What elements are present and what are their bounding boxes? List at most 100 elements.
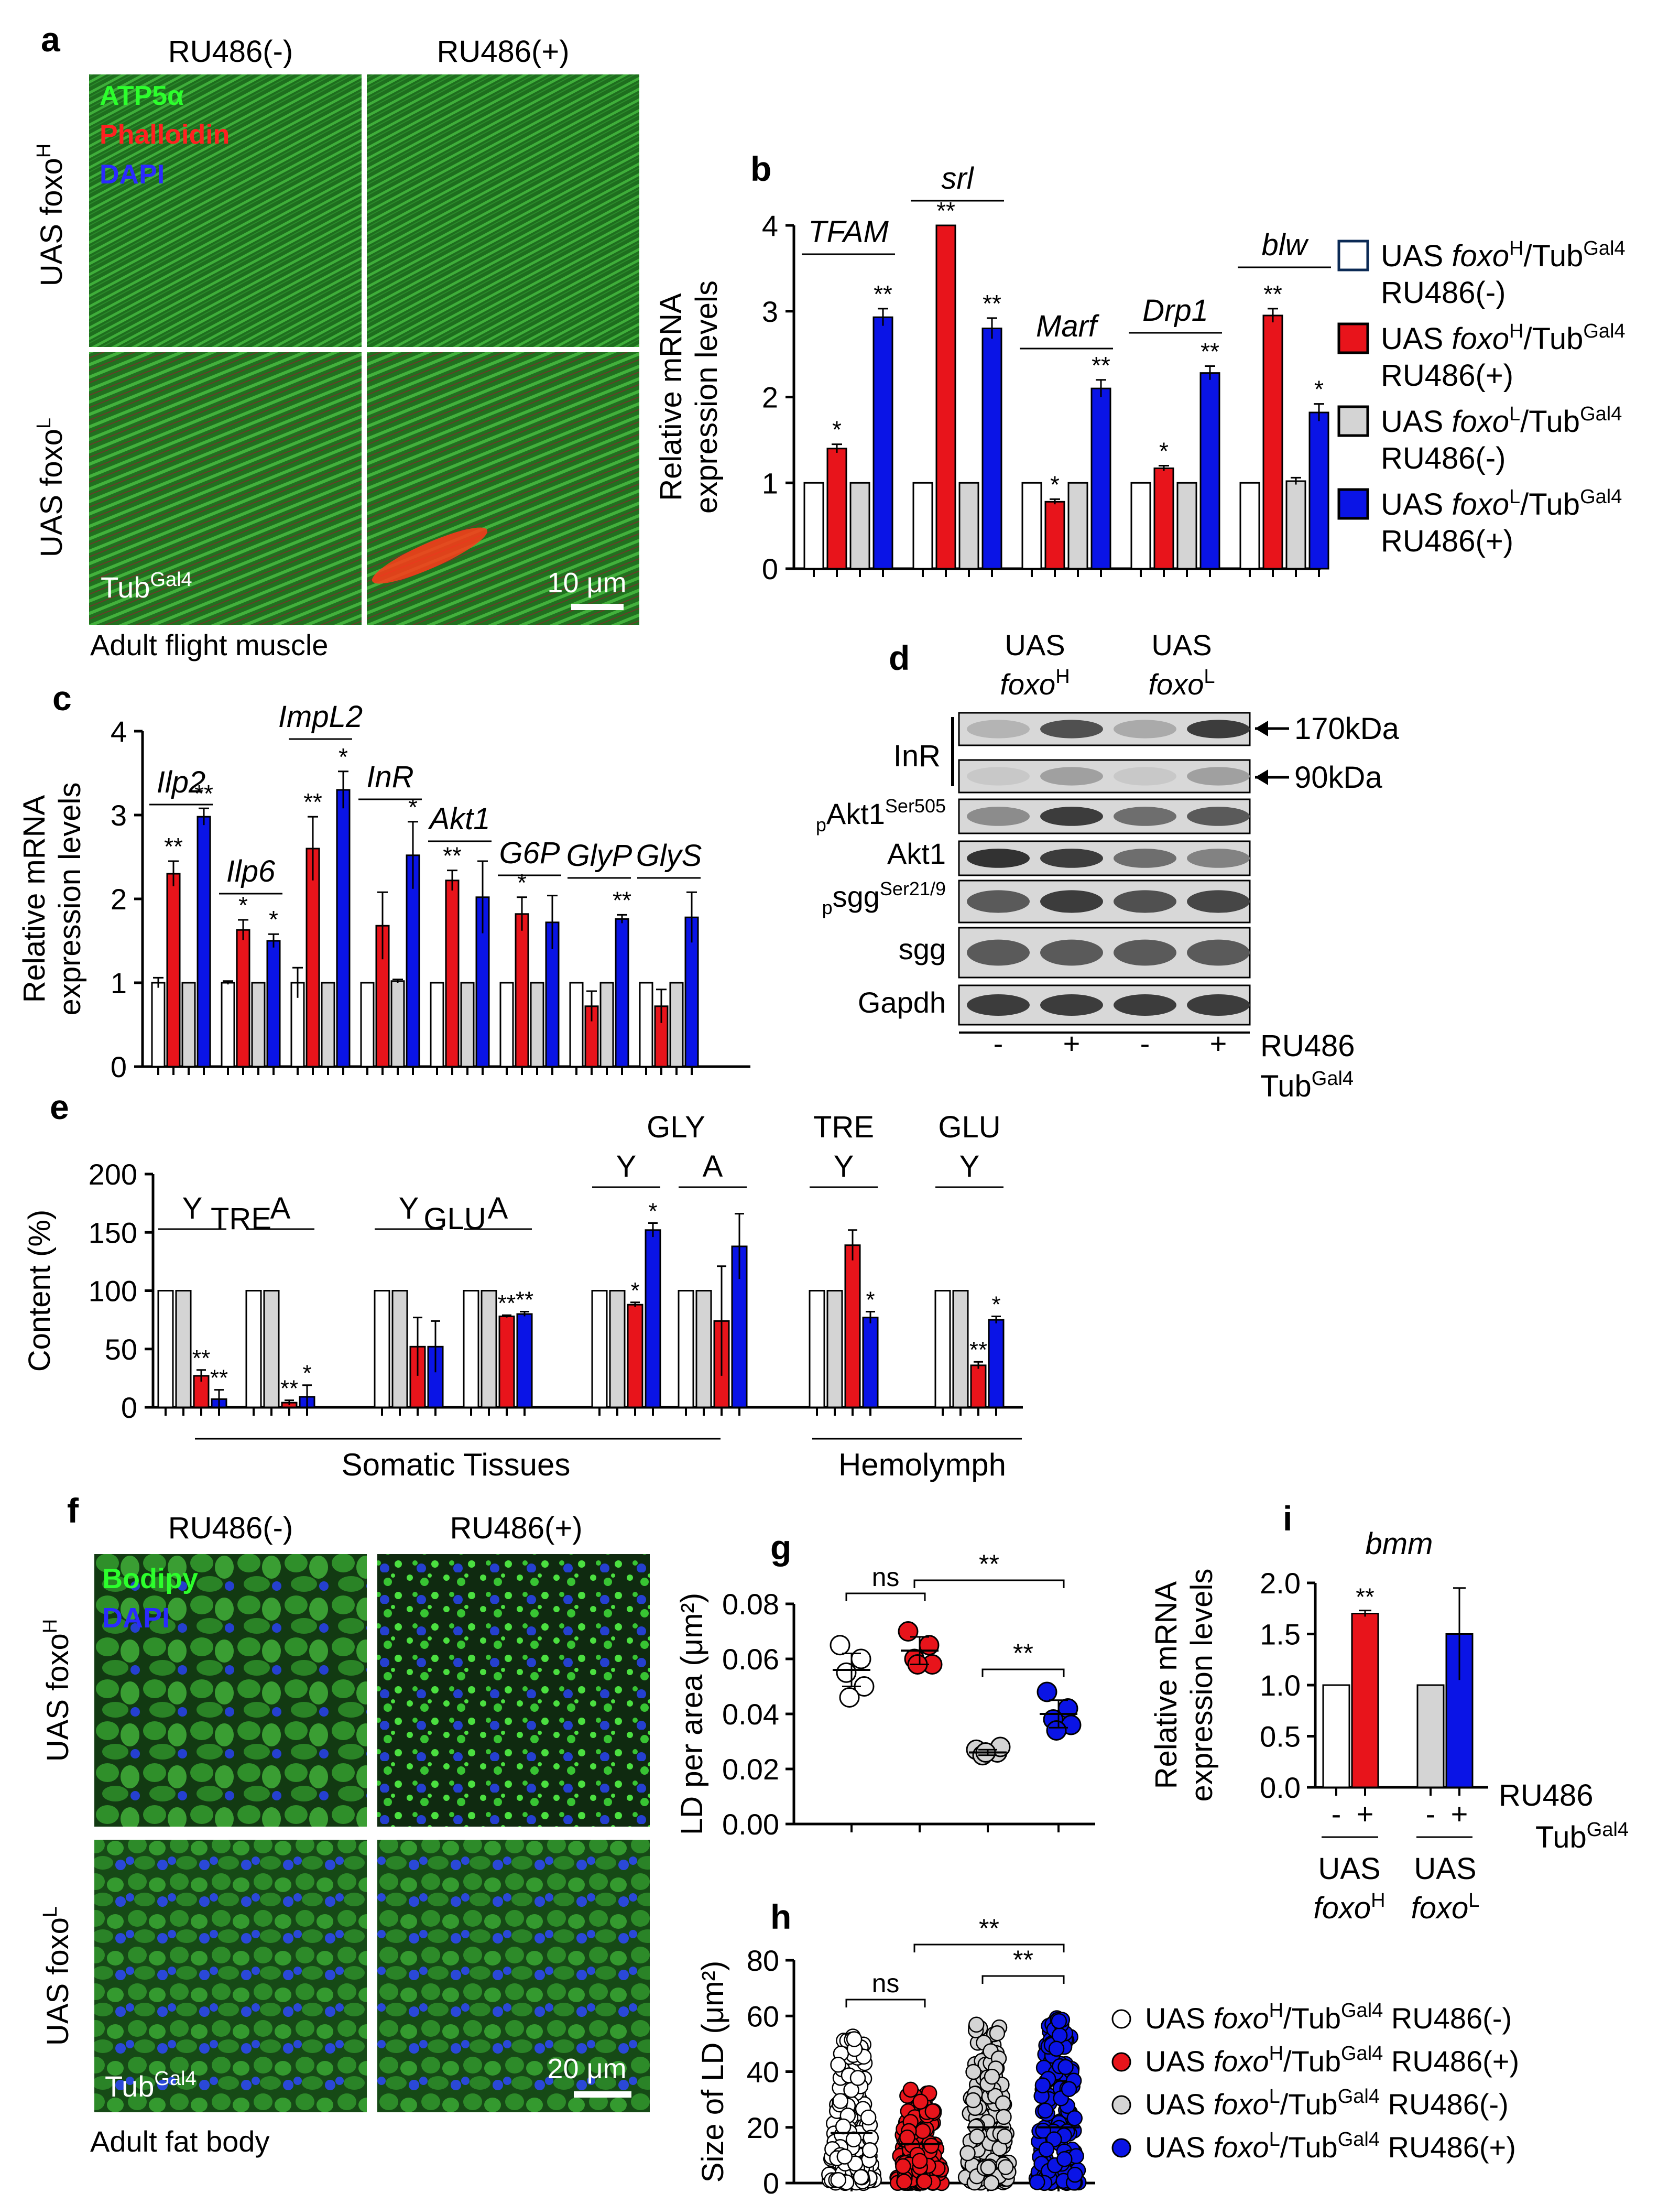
chart-c-bar-0-3: [197, 816, 211, 1068]
chart-h-point-3-137: [1038, 2141, 1055, 2158]
chart-e-bar-2-1: [391, 1290, 408, 1408]
chart-h-point-2-137: [984, 2068, 1000, 2085]
panel-letter-e: e: [50, 1088, 69, 1126]
d-band-1-0: [967, 767, 1030, 786]
f-scale-label: 20 μm: [547, 2053, 626, 2084]
d-label-sgg: sgg: [899, 932, 946, 965]
chart-e-bar-6-1: [826, 1290, 843, 1408]
chart-c-gene-0: Ilp2: [157, 765, 206, 799]
chart-e-y-tick-0: 0: [121, 1391, 137, 1424]
chart-h-point-3-128: [1037, 2102, 1054, 2119]
chart-b-bar-0-2: [849, 482, 870, 570]
legend-h-label-2: UAS foxoL/TubGal4 RU486(-): [1145, 2086, 1509, 2121]
chart-g-y-tick-2: 0.04: [722, 1698, 779, 1731]
d-label-inr: InR: [893, 739, 941, 773]
chart-h-point-1-136: [924, 2103, 941, 2120]
chart-e-sig-0-2: **: [192, 1345, 210, 1371]
chart-e-stage-0: Y: [182, 1191, 203, 1225]
chart-i-y-tick-2: 1.0: [1260, 1669, 1301, 1702]
chart-e-sig-7-3: *: [991, 1291, 1000, 1317]
chart-c-bar-6-0: [569, 982, 584, 1068]
chart-c-bar-1-0: [221, 982, 235, 1068]
f-scale-bar: [574, 2091, 631, 2098]
d-band-6-1: [1040, 994, 1103, 1016]
chart-c-bar-5-2: [530, 982, 544, 1068]
chart-b-bar-2-0: [1021, 482, 1042, 570]
chart-b-gene-0: TFAM: [808, 215, 889, 249]
chart-b-sig-0-3: **: [874, 280, 892, 308]
chart-i-tub: TubGal4: [1535, 1819, 1629, 1854]
d-band-0-1: [1040, 720, 1103, 739]
f-col-minus: RU486(-): [168, 1511, 293, 1545]
chart-h-point-2-134: [997, 2128, 1013, 2145]
chart-g-point-0-2: [836, 1662, 857, 1683]
d-lane-2: +: [1063, 1027, 1081, 1060]
chart-e-top-4: GLY: [647, 1110, 705, 1144]
panel-f: RU486(-) RU486(+) Bodipy DAPI UAS foxoH …: [39, 1511, 650, 2158]
chart-e-top-0: TRE: [211, 1202, 271, 1236]
chart-b-gene-2: Marf: [1036, 309, 1100, 343]
chart-i-y-tick-1: 0.5: [1260, 1720, 1301, 1753]
chart-e-bar-7-2: [970, 1364, 987, 1408]
a-caption: Adult flight muscle: [90, 628, 328, 661]
panel-letter-i: i: [1283, 1499, 1292, 1538]
chart-c-sig-1-1: *: [238, 892, 248, 919]
chart-h-point-0-122: [835, 2118, 852, 2135]
chart-e-bar-3-0: [463, 1290, 479, 1408]
d-label-pakt: pAkt1Ser505: [816, 795, 946, 835]
chart-b-bar-0-1: [826, 448, 847, 570]
chart-e-sig-1-2: **: [280, 1376, 298, 1402]
chart-h-point-0-131: [860, 2109, 877, 2126]
chart-g-ylabel: LD per area (μm²): [675, 1593, 709, 1835]
chart-h-point-0-99: [832, 2093, 848, 2109]
d-band-5-2: [1114, 939, 1176, 966]
chart-i: bmm 0.0 0.5 1.0 1.5 2.0 Relative mRNA expressio…: [1149, 1527, 1629, 1925]
chart-c-bar-2-1: [306, 848, 320, 1068]
chart-g-point-1-0: [898, 1621, 919, 1642]
chart-c-gene-7: GlyS: [636, 839, 702, 873]
a-tub-label: TubGal4: [101, 569, 192, 604]
chart-h-y-tick-1: 20: [747, 2111, 779, 2144]
chart-h-point-0-137: [853, 2169, 869, 2185]
chart-e-ylabel: Content (%): [23, 1210, 57, 1372]
chart-h-bracket-1: **: [979, 1914, 999, 1943]
chart-h-point-2-117: [989, 2025, 1006, 2042]
f-row-label-H: UAS foxoH: [39, 1619, 75, 1762]
chart-e-bar-5-0: [678, 1290, 694, 1408]
d-band-4-1: [1040, 890, 1103, 913]
chart-b-bar-2-1: [1044, 501, 1065, 570]
d-label-gapdh: Gapdh: [858, 986, 946, 1019]
chart-b-ylabel-0: Relative mRNA: [654, 293, 688, 501]
chart-c-sig-0-3: **: [194, 780, 213, 807]
d-band-3-1: [1040, 849, 1103, 868]
chart-h-point-3-132: [1067, 2166, 1083, 2183]
d-band-6-0: [967, 994, 1030, 1016]
f-tub-label: TubGal4: [105, 2068, 197, 2103]
chart-c-bar-2-3: [336, 789, 351, 1068]
a-col-minus: RU486(-): [168, 35, 293, 69]
chart-c-y-tick-3: 3: [111, 799, 127, 832]
chart-e-bar-6-2: [844, 1244, 861, 1408]
legend-b-label-3: UAS foxoL/TubGal4: [1381, 486, 1622, 522]
d-band-3-2: [1114, 849, 1176, 868]
d-lane-4: +: [1210, 1027, 1227, 1060]
chart-b-bar-3-2: [1176, 482, 1197, 570]
f-image-L-plus: [377, 1840, 650, 2112]
chart-h-point-1-130: [895, 2158, 911, 2175]
chart-b-gene-3: Drp1: [1142, 294, 1208, 328]
d-band-4-0: [967, 890, 1030, 913]
chart-h: 0 20 40 60 80 Size of LD (μm²) ns ** **: [696, 1914, 1095, 2200]
chart-c-bar-1-2: [251, 982, 266, 1068]
chart-c-bar-5-0: [499, 982, 514, 1068]
chart-c-ylabel-0: Relative mRNA: [17, 795, 51, 1003]
chart-h-y-tick-3: 60: [747, 2000, 779, 2033]
chart-h-point-2-122: [969, 2129, 985, 2145]
chart-c-bar-1-3: [266, 940, 281, 1068]
chart-e-bar-1-0: [245, 1290, 262, 1408]
chart-i-bar-0: [1322, 1684, 1350, 1788]
chart-e-sig-3-3: **: [516, 1287, 533, 1313]
chart-h-point-0-135: [849, 2070, 866, 2086]
f-image-L-minus: [94, 1840, 367, 2112]
chart-b-sig-2-1: *: [1050, 471, 1060, 498]
chart-c-sig-2-1: **: [303, 788, 322, 816]
